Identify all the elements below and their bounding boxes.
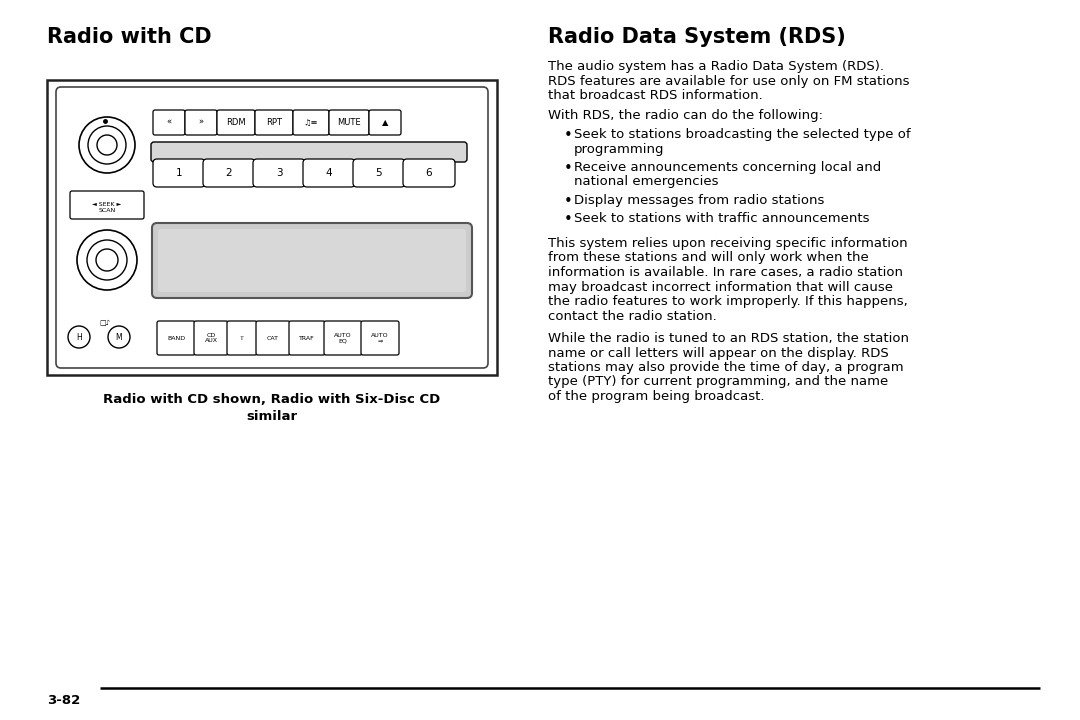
Text: Radio Data System (RDS): Radio Data System (RDS) bbox=[548, 27, 846, 47]
Text: •: • bbox=[564, 161, 572, 176]
FancyBboxPatch shape bbox=[361, 321, 399, 355]
Text: may broadcast incorrect information that will cause: may broadcast incorrect information that… bbox=[548, 281, 893, 294]
Text: AUTO
EQ: AUTO EQ bbox=[334, 333, 352, 343]
FancyBboxPatch shape bbox=[153, 159, 205, 187]
FancyBboxPatch shape bbox=[227, 321, 257, 355]
FancyBboxPatch shape bbox=[255, 110, 293, 135]
Text: 1: 1 bbox=[176, 168, 183, 178]
FancyBboxPatch shape bbox=[151, 142, 467, 162]
Text: With RDS, the radio can do the following:: With RDS, the radio can do the following… bbox=[548, 109, 823, 122]
Circle shape bbox=[79, 117, 135, 173]
Text: contact the radio station.: contact the radio station. bbox=[548, 310, 717, 323]
Text: name or call letters will appear on the display. RDS: name or call letters will appear on the … bbox=[548, 346, 889, 359]
Text: the radio features to work improperly. If this happens,: the radio features to work improperly. I… bbox=[548, 295, 908, 308]
Text: ◄ SEEK ►: ◄ SEEK ► bbox=[93, 202, 122, 207]
Text: Radio with CD shown, Radio with Six-Disc CD: Radio with CD shown, Radio with Six-Disc… bbox=[104, 393, 441, 406]
Text: H: H bbox=[76, 333, 82, 341]
Text: i̅: i̅ bbox=[241, 336, 243, 341]
FancyBboxPatch shape bbox=[256, 321, 291, 355]
Text: While the radio is tuned to an RDS station, the station: While the radio is tuned to an RDS stati… bbox=[548, 332, 909, 345]
FancyBboxPatch shape bbox=[293, 110, 329, 135]
Text: programming: programming bbox=[573, 143, 664, 156]
FancyBboxPatch shape bbox=[56, 87, 488, 368]
FancyBboxPatch shape bbox=[185, 110, 217, 135]
FancyBboxPatch shape bbox=[152, 223, 472, 298]
Text: □♪: □♪ bbox=[99, 320, 110, 326]
Circle shape bbox=[97, 135, 117, 155]
FancyBboxPatch shape bbox=[157, 321, 195, 355]
Text: 4: 4 bbox=[326, 168, 333, 178]
Text: national emergencies: national emergencies bbox=[573, 176, 718, 189]
Text: SCAN: SCAN bbox=[98, 209, 116, 214]
Text: type (PTY) for current programming, and the name: type (PTY) for current programming, and … bbox=[548, 376, 888, 389]
Text: •: • bbox=[564, 212, 572, 228]
FancyBboxPatch shape bbox=[303, 159, 355, 187]
Text: CAT: CAT bbox=[267, 336, 279, 341]
Text: Seek to stations broadcasting the selected type of: Seek to stations broadcasting the select… bbox=[573, 128, 910, 141]
Text: CD
AUX: CD AUX bbox=[204, 333, 217, 343]
FancyBboxPatch shape bbox=[48, 80, 497, 375]
Text: Seek to stations with traffic announcements: Seek to stations with traffic announceme… bbox=[573, 212, 869, 225]
Circle shape bbox=[77, 230, 137, 290]
Circle shape bbox=[108, 326, 130, 348]
FancyBboxPatch shape bbox=[253, 159, 305, 187]
Text: RDS features are available for use only on FM stations: RDS features are available for use only … bbox=[548, 74, 909, 88]
Text: Receive announcements concerning local and: Receive announcements concerning local a… bbox=[573, 161, 881, 174]
Text: BAND: BAND bbox=[167, 336, 185, 341]
Text: MUTE: MUTE bbox=[337, 118, 361, 127]
Circle shape bbox=[87, 240, 127, 280]
FancyBboxPatch shape bbox=[403, 159, 455, 187]
Text: from these stations and will only work when the: from these stations and will only work w… bbox=[548, 251, 868, 264]
Text: ▲: ▲ bbox=[381, 118, 388, 127]
Text: 2: 2 bbox=[226, 168, 232, 178]
Text: 3-82: 3-82 bbox=[48, 694, 80, 707]
Text: «: « bbox=[166, 118, 172, 127]
FancyBboxPatch shape bbox=[70, 191, 144, 219]
Text: RPT: RPT bbox=[266, 118, 282, 127]
FancyBboxPatch shape bbox=[217, 110, 255, 135]
Text: 6: 6 bbox=[426, 168, 432, 178]
Text: •: • bbox=[564, 128, 572, 143]
Text: 5: 5 bbox=[376, 168, 382, 178]
Text: 3: 3 bbox=[275, 168, 282, 178]
Text: The audio system has a Radio Data System (RDS).: The audio system has a Radio Data System… bbox=[548, 60, 885, 73]
FancyBboxPatch shape bbox=[158, 229, 465, 292]
Circle shape bbox=[87, 126, 126, 164]
FancyBboxPatch shape bbox=[369, 110, 401, 135]
FancyBboxPatch shape bbox=[324, 321, 362, 355]
Text: that broadcast RDS information.: that broadcast RDS information. bbox=[548, 89, 762, 102]
FancyBboxPatch shape bbox=[289, 321, 325, 355]
FancyBboxPatch shape bbox=[353, 159, 405, 187]
Text: ♫≡: ♫≡ bbox=[303, 118, 319, 127]
FancyBboxPatch shape bbox=[194, 321, 228, 355]
Text: TRAF: TRAF bbox=[299, 336, 315, 341]
Circle shape bbox=[96, 249, 118, 271]
Text: similar: similar bbox=[246, 410, 298, 423]
Text: information is available. In rare cases, a radio station: information is available. In rare cases,… bbox=[548, 266, 903, 279]
Text: Radio with CD: Radio with CD bbox=[48, 27, 212, 47]
Text: Display messages from radio stations: Display messages from radio stations bbox=[573, 194, 824, 207]
Text: »: » bbox=[199, 118, 203, 127]
FancyBboxPatch shape bbox=[203, 159, 255, 187]
Text: of the program being broadcast.: of the program being broadcast. bbox=[548, 390, 765, 403]
Text: stations may also provide the time of day, a program: stations may also provide the time of da… bbox=[548, 361, 904, 374]
FancyBboxPatch shape bbox=[153, 110, 185, 135]
Text: This system relies upon receiving specific information: This system relies upon receiving specif… bbox=[548, 237, 907, 250]
Text: •: • bbox=[564, 194, 572, 209]
Text: RDM: RDM bbox=[226, 118, 246, 127]
Text: M: M bbox=[116, 333, 122, 341]
Text: AUTO
⇒: AUTO ⇒ bbox=[372, 333, 389, 343]
Circle shape bbox=[68, 326, 90, 348]
FancyBboxPatch shape bbox=[329, 110, 369, 135]
